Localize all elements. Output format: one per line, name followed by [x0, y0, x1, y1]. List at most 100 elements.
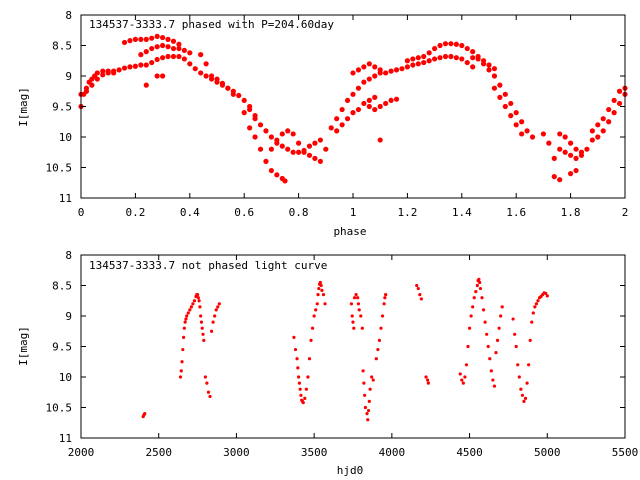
data-point	[121, 65, 128, 71]
data-point	[290, 131, 296, 137]
data-point	[463, 375, 467, 379]
data-point	[606, 106, 612, 113]
data-point	[219, 80, 226, 86]
data-point	[472, 296, 476, 300]
data-point	[351, 320, 355, 324]
data-point	[306, 375, 310, 379]
data-point	[309, 338, 313, 342]
x-tick-label: 4000	[379, 446, 406, 459]
data-point	[352, 296, 357, 300]
raw-markers	[141, 277, 549, 422]
data-point	[312, 140, 318, 146]
data-point	[478, 280, 482, 285]
data-point	[355, 106, 362, 113]
data-point	[198, 305, 202, 309]
data-point	[388, 68, 394, 74]
data-point	[519, 131, 525, 137]
data-point	[448, 53, 454, 60]
data-point	[383, 100, 389, 107]
data-point	[410, 62, 416, 68]
x-tick-label: 2	[622, 206, 629, 219]
data-point	[418, 293, 422, 297]
data-point	[377, 103, 383, 110]
data-point	[551, 174, 557, 180]
data-point	[181, 347, 185, 352]
raw-y-axis-title: I[mag]	[17, 326, 30, 366]
phased-markers	[78, 33, 628, 184]
data-point	[323, 302, 327, 306]
data-point	[306, 143, 313, 149]
data-point	[320, 288, 324, 292]
data-point	[299, 393, 303, 397]
x-tick-label: 2500	[145, 446, 172, 459]
data-point	[589, 128, 595, 134]
data-point	[500, 305, 504, 309]
data-point	[306, 152, 313, 158]
data-point	[466, 344, 470, 349]
data-point	[149, 59, 155, 66]
data-point	[372, 64, 378, 70]
data-point	[384, 293, 388, 297]
data-point	[562, 149, 568, 155]
data-point	[263, 158, 269, 164]
data-point	[315, 302, 319, 306]
data-point	[497, 82, 503, 88]
x-tick-label: 0.8	[289, 206, 309, 219]
data-point	[379, 326, 383, 330]
data-point	[321, 293, 326, 297]
data-point	[257, 146, 264, 152]
data-point	[350, 110, 356, 116]
data-point	[165, 44, 171, 50]
data-point	[154, 33, 160, 39]
data-point	[497, 94, 503, 100]
data-point	[352, 326, 356, 330]
data-point	[573, 146, 579, 152]
data-point	[380, 314, 385, 318]
data-point	[230, 91, 236, 97]
y-tick-label: 8.5	[52, 280, 72, 293]
data-point	[319, 283, 323, 288]
data-point	[214, 308, 218, 312]
data-point	[404, 58, 410, 64]
data-point	[187, 50, 193, 56]
data-point	[310, 326, 315, 330]
data-point	[247, 106, 253, 113]
data-point	[295, 357, 299, 361]
data-point	[296, 366, 300, 370]
data-point	[290, 149, 296, 155]
data-point	[519, 387, 523, 391]
data-point	[285, 128, 291, 134]
data-point	[334, 116, 340, 122]
data-point	[100, 72, 106, 78]
data-point	[366, 61, 372, 67]
data-point	[296, 140, 302, 146]
data-point	[186, 311, 190, 315]
data-point	[160, 34, 166, 41]
data-point	[191, 302, 195, 306]
data-point	[323, 146, 329, 152]
data-point	[514, 344, 518, 349]
data-point	[540, 131, 547, 137]
data-point	[520, 393, 525, 397]
data-point	[525, 381, 529, 385]
data-point	[365, 412, 369, 416]
y-tick-label: 10.5	[46, 402, 73, 415]
data-point	[149, 45, 155, 52]
data-point	[366, 103, 372, 110]
data-point	[138, 62, 144, 68]
data-point	[296, 149, 302, 155]
data-point	[181, 47, 187, 53]
data-point	[214, 76, 220, 82]
data-point	[209, 329, 214, 333]
data-point	[317, 158, 323, 164]
data-point	[181, 56, 187, 62]
data-point	[513, 110, 519, 116]
data-point	[470, 64, 476, 70]
data-point	[105, 70, 111, 76]
data-point	[471, 305, 475, 309]
data-point	[448, 41, 454, 47]
data-point	[349, 302, 354, 306]
data-point	[203, 61, 209, 67]
data-point	[491, 85, 498, 91]
data-point	[303, 396, 307, 400]
